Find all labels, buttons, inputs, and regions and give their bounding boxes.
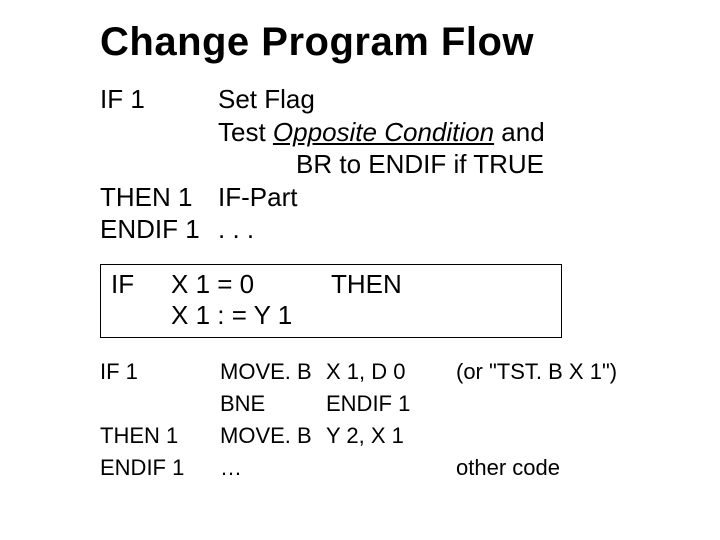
- text-br-endif: BR to ENDIF if TRUE: [296, 148, 660, 181]
- asm-rem-4: other code: [456, 452, 660, 484]
- asm-op-4: …: [220, 452, 326, 484]
- asm-arg-3: Y 2, X 1: [326, 420, 456, 452]
- asm-rem-3: [456, 420, 660, 452]
- asm-block: IF 1 MOVE. B X 1, D 0 (or "TST. B X 1") …: [100, 356, 660, 484]
- pseudo-block: IF 1 Set Flag Test Opposite Condition an…: [100, 83, 660, 246]
- box-then: THEN: [331, 269, 551, 300]
- text-and: and: [494, 117, 545, 147]
- text-setflag: Set Flag: [218, 83, 660, 116]
- asm-arg-1: X 1, D 0: [326, 356, 456, 388]
- box-cond: X 1 = 0: [171, 269, 331, 300]
- box-row2: X 1 : = Y 1: [111, 300, 551, 331]
- label-if1: IF 1: [100, 83, 218, 116]
- box-if: IF: [111, 269, 171, 300]
- text-dots: . . .: [218, 213, 660, 246]
- asm-arg-2: ENDIF 1: [326, 388, 456, 420]
- pseudo-row-then1: THEN 1 IF-Part: [100, 181, 660, 214]
- label-then1: THEN 1: [100, 181, 218, 214]
- asm-label-2: [100, 388, 220, 420]
- asm-rem-1: (or "TST. B X 1"): [456, 356, 660, 388]
- asm-rem-2: [456, 388, 660, 420]
- asm-row-1: IF 1 MOVE. B X 1, D 0 (or "TST. B X 1"): [100, 356, 660, 388]
- slide: Change Program Flow IF 1 Set Flag Test O…: [0, 0, 720, 540]
- text-ifpart: IF-Part: [218, 181, 660, 214]
- box-assign: X 1 : = Y 1: [171, 300, 331, 331]
- asm-label-1: IF 1: [100, 356, 220, 388]
- asm-row-3: THEN 1 MOVE. B Y 2, X 1: [100, 420, 660, 452]
- asm-row-2: BNE ENDIF 1: [100, 388, 660, 420]
- pseudo-row-if1: IF 1 Set Flag: [100, 83, 660, 116]
- text-test-opposite: Test Opposite Condition and: [218, 116, 660, 149]
- asm-row-4: ENDIF 1 … other code: [100, 452, 660, 484]
- code-box: IF X 1 = 0 THEN X 1 : = Y 1: [100, 264, 562, 338]
- asm-op-3: MOVE. B: [220, 420, 326, 452]
- box-row1: IF X 1 = 0 THEN: [111, 269, 551, 300]
- asm-op-2: BNE: [220, 388, 326, 420]
- asm-label-3: THEN 1: [100, 420, 220, 452]
- text-opposite-condition: Opposite Condition: [273, 117, 494, 147]
- label-endif1: ENDIF 1: [100, 213, 218, 246]
- asm-op-1: MOVE. B: [220, 356, 326, 388]
- page-title: Change Program Flow: [100, 20, 660, 65]
- pseudo-row-if1c: BR to ENDIF if TRUE: [100, 148, 660, 181]
- pseudo-row-endif1: ENDIF 1 . . .: [100, 213, 660, 246]
- asm-label-4: ENDIF 1: [100, 452, 220, 484]
- text-test-prefix: Test: [218, 117, 273, 147]
- asm-arg-4: [326, 452, 456, 484]
- pseudo-row-if1b: Test Opposite Condition and: [100, 116, 660, 149]
